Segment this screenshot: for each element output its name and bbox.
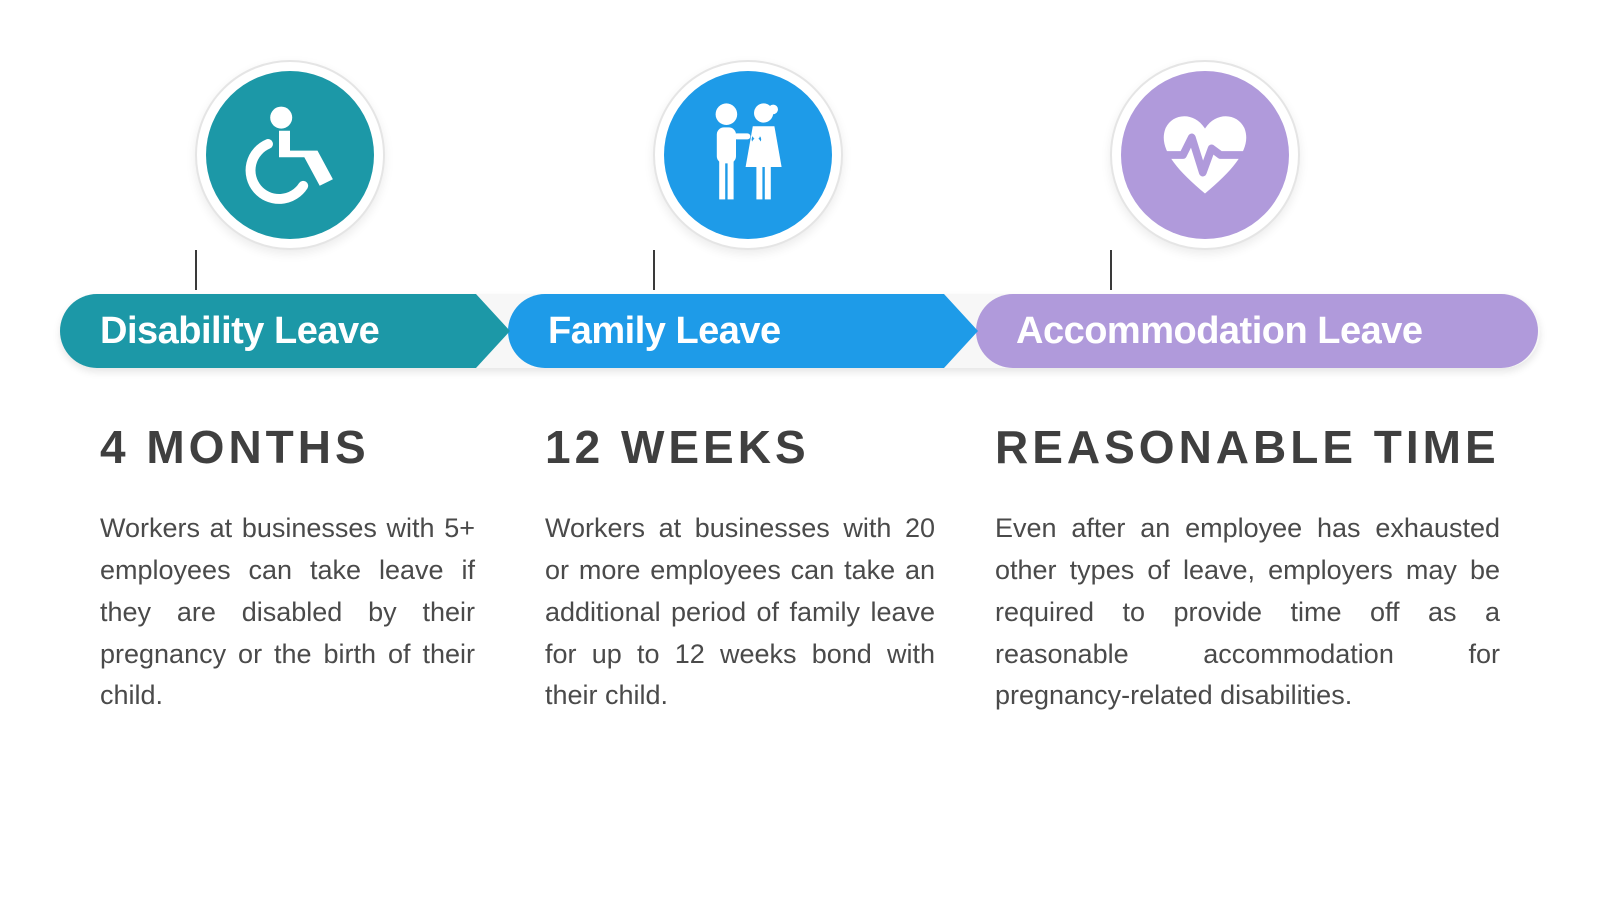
banner-3: Accommodation Leave (976, 294, 1538, 368)
section-3-icon-col (975, 60, 1540, 290)
section-1-icon-col (60, 60, 515, 290)
description-1: Workers at businesses with 5+ em­ployees… (100, 508, 475, 717)
duration-1: 4 MONTHS (100, 420, 475, 474)
detail-3: REASONABLE TIME Even after an employee h… (975, 420, 1540, 717)
wheelchair-icon (235, 100, 345, 210)
duration-2: 12 WEEKS (545, 420, 935, 474)
connector-3 (1110, 250, 1112, 290)
description-3: Even after an employee has exhausted oth… (995, 508, 1500, 717)
banner-2-label: Family Leave (508, 310, 781, 353)
banner-2: Family Leave (508, 294, 978, 368)
section-2-icon-col (515, 60, 975, 290)
banner-1: Disability Leave (60, 294, 510, 368)
icon-circle-3 (1110, 60, 1300, 250)
connector-1 (195, 250, 197, 290)
banner-3-label: Accommodation Leave (976, 310, 1423, 353)
icon-circle-2 (653, 60, 843, 250)
icon-row (60, 60, 1540, 290)
icon-circle-1 (195, 60, 385, 250)
description-2: Workers at businesses with 20 or more em… (545, 508, 935, 717)
icon-bg-1 (206, 71, 374, 239)
banner-1-label: Disability Leave (60, 310, 379, 353)
details-row: 4 MONTHS Workers at businesses with 5+ e… (60, 420, 1540, 717)
connector-2 (653, 250, 655, 290)
detail-2: 12 WEEKS Workers at businesses with 20 o… (515, 420, 975, 717)
family-icon (688, 95, 808, 215)
duration-3: REASONABLE TIME (995, 420, 1500, 474)
icon-bg-2 (664, 71, 832, 239)
heart-pulse-icon (1150, 100, 1260, 210)
detail-1: 4 MONTHS Workers at businesses with 5+ e… (60, 420, 515, 717)
icon-bg-3 (1121, 71, 1289, 239)
banner-row: Accommodation Leave Family Leave Disabil… (60, 290, 1540, 372)
infographic-container: Accommodation Leave Family Leave Disabil… (60, 60, 1540, 290)
